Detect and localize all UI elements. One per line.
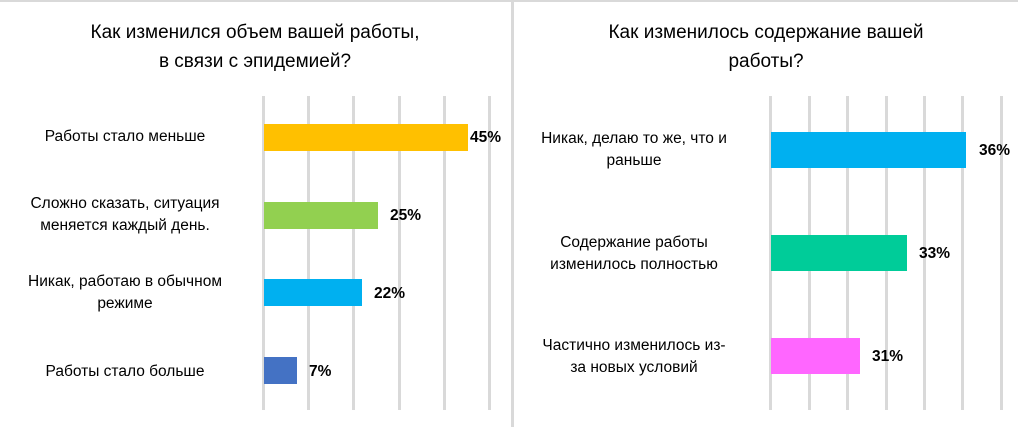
gridline: [352, 96, 355, 410]
category-label: Никак, работаю в обычном режиме: [28, 273, 222, 312]
gridline: [923, 96, 926, 410]
title-line-2: работы?: [728, 51, 804, 72]
top-border: [0, 0, 1018, 2]
chart-work-content: Как изменилось содержание вашей работы? …: [514, 0, 1018, 427]
value-label: 31%: [872, 348, 904, 365]
bar-hard-to-say: [264, 202, 378, 229]
bar-less-work: [264, 124, 468, 151]
gridline: [262, 96, 265, 410]
value-label: 25%: [390, 207, 422, 224]
category-label: Работы стало меньше: [44, 128, 206, 145]
title-line-1: Как изменился объем вашей работы,: [90, 22, 420, 43]
bar-fully-changed: [771, 235, 907, 271]
gridline: [488, 96, 491, 410]
gridline: [961, 96, 964, 410]
bar-more-work: [264, 357, 297, 384]
category-label: Никак, делаю то же, что и раньше: [541, 130, 727, 169]
gridline: [769, 96, 772, 410]
gridline: [443, 96, 446, 410]
bar-as-usual: [264, 279, 362, 306]
chart-work-volume: Как изменился объем вашей работы, в связ…: [0, 18, 510, 410]
gridline: [1000, 96, 1003, 410]
value-label: 33%: [919, 245, 951, 262]
panel-divider: [511, 0, 514, 427]
gridline: [307, 96, 310, 410]
value-label: 45%: [470, 129, 502, 146]
title-line-2: в связи с эпидемией?: [158, 51, 352, 72]
gridline: [398, 96, 401, 410]
bar-same-as-before: [771, 132, 966, 168]
value-label: 7%: [309, 363, 332, 380]
category-label: Частично изменилось из- за новых условий: [542, 337, 726, 376]
category-label: Сложно сказать, ситуация меняется каждый…: [30, 195, 220, 234]
title-line-1: Как изменилось содержание вашей: [608, 22, 924, 43]
category-label: Работы стало больше: [45, 363, 205, 380]
bar-partly-changed: [771, 338, 860, 374]
chart-title: Как изменился объем вашей работы, в связ…: [0, 18, 510, 76]
chart-title: Как изменилось содержание вашей работы?: [514, 18, 1018, 76]
value-label: 36%: [979, 142, 1011, 159]
value-label: 22%: [374, 285, 406, 302]
category-label: Содержание работы изменилось полностью: [550, 234, 718, 273]
